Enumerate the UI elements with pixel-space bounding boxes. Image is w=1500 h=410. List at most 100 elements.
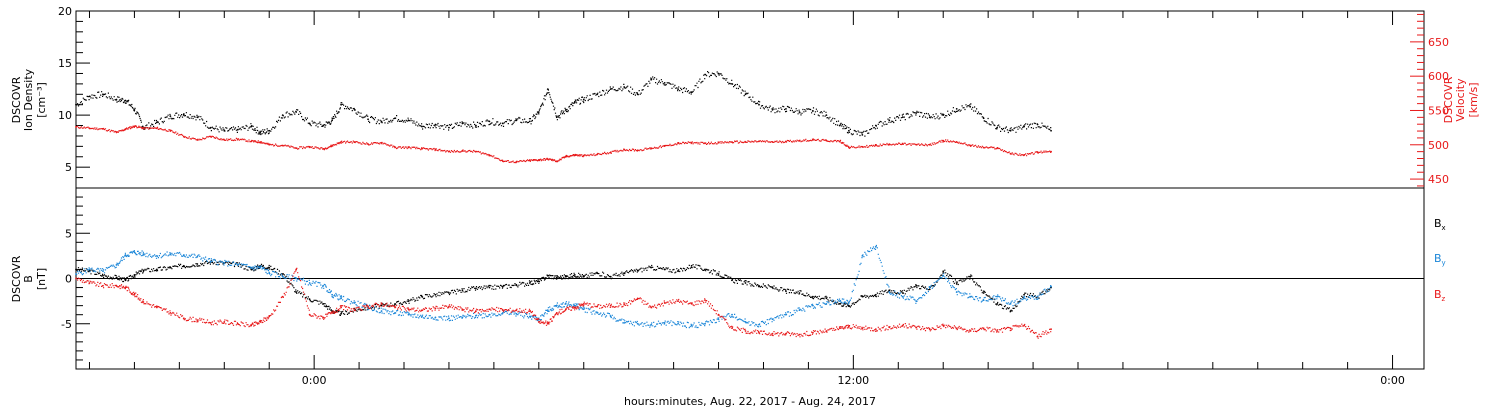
data-point	[825, 114, 827, 116]
bottom-left-tick-label: -5	[61, 318, 72, 331]
data-point	[1023, 298, 1025, 300]
x-tick-label: 0:00	[302, 374, 327, 387]
data-point	[839, 327, 841, 329]
data-point	[435, 124, 437, 126]
series-trace	[76, 246, 1051, 328]
data-point	[223, 321, 225, 323]
data-point	[196, 263, 198, 265]
data-point	[210, 260, 212, 262]
data-point	[223, 262, 225, 264]
top-right-label-line-3: [km/s]	[1467, 82, 1480, 117]
legend-bx: Bx	[1434, 217, 1446, 232]
data-point	[340, 104, 342, 106]
data-point	[1050, 328, 1052, 330]
series-trace	[76, 72, 1051, 137]
data-point	[812, 332, 814, 334]
top-left-tick-label: 5	[65, 161, 72, 174]
data-point	[812, 296, 814, 298]
x-axis: 0:00 12:00 0:00	[89, 11, 1404, 387]
data-point	[718, 318, 720, 320]
data-point	[610, 305, 612, 307]
data-point	[462, 289, 464, 291]
data-point	[888, 119, 890, 121]
data-point	[1050, 130, 1052, 132]
data-point	[623, 304, 625, 306]
bottom-left-tick-label: 5	[65, 227, 72, 240]
top-right-tick-label: 500	[1428, 139, 1449, 152]
data-point	[888, 291, 890, 293]
top-left-label-line-3: [cm⁻³]	[35, 82, 48, 118]
data-point	[169, 115, 171, 117]
data-point	[340, 298, 342, 300]
data-point	[745, 330, 747, 332]
data-point	[929, 288, 931, 290]
bottom-left-label-line-3: [nT]	[35, 268, 48, 290]
top-left-tick-label: 20	[58, 5, 72, 18]
data-point	[367, 118, 369, 120]
data-point	[1010, 130, 1012, 132]
data-point	[956, 283, 958, 285]
top-panel-frame	[76, 11, 1424, 188]
top-left-label-line-2: Ion Density	[22, 68, 35, 131]
data-point	[848, 130, 850, 132]
x-tick-label: 12:00	[837, 374, 869, 387]
bottom-panel-series	[75, 246, 1052, 339]
data-point	[942, 270, 944, 272]
top-left-tick-label: 10	[58, 109, 72, 122]
data-point	[731, 327, 733, 329]
data-point	[983, 292, 985, 294]
data-point	[996, 296, 998, 298]
data-point	[102, 270, 104, 272]
data-point	[196, 319, 198, 321]
legend-by: By	[1434, 252, 1446, 267]
top-right-tick-label: 650	[1428, 36, 1449, 49]
data-point	[475, 125, 477, 127]
data-point	[89, 269, 91, 271]
data-point	[237, 129, 239, 131]
data-point	[875, 328, 877, 330]
data-point	[408, 308, 410, 310]
data-point	[861, 134, 863, 136]
data-point	[996, 127, 998, 129]
data-point	[529, 120, 531, 122]
data-point	[421, 126, 423, 128]
top-left-tick-label: 15	[58, 57, 72, 70]
data-point	[969, 276, 971, 278]
data-point	[295, 291, 297, 293]
data-point	[583, 303, 585, 305]
data-point	[488, 120, 490, 122]
data-point	[875, 246, 877, 248]
data-point	[915, 112, 917, 114]
data-point	[875, 294, 877, 296]
data-point	[1037, 296, 1039, 298]
data-point	[785, 290, 787, 292]
data-point	[677, 88, 679, 90]
data-point	[1010, 327, 1012, 329]
legend: Bx By Bz	[1434, 217, 1446, 303]
data-point	[623, 322, 625, 324]
data-point	[772, 333, 774, 335]
top-left-axis: 5 10 15 20	[58, 5, 90, 178]
top-panel-series	[75, 72, 1052, 163]
series-trace	[76, 126, 1051, 163]
data-point	[408, 314, 410, 316]
data-point	[704, 323, 706, 325]
data-point	[408, 300, 410, 302]
data-point	[1023, 294, 1025, 296]
data-point	[812, 305, 814, 307]
data-point	[677, 323, 679, 325]
data-point	[340, 307, 342, 309]
data-point	[691, 265, 693, 267]
data-point	[435, 307, 437, 309]
data-point	[116, 264, 118, 266]
legend-bz: Bz	[1434, 288, 1446, 303]
data-point	[902, 116, 904, 118]
data-point	[785, 108, 787, 110]
data-point	[664, 82, 666, 84]
data-point	[704, 299, 706, 301]
data-point	[488, 287, 490, 289]
data-point	[956, 291, 958, 293]
bottom-left-tick-label: 0	[65, 273, 72, 286]
top-right-tick-label: 450	[1428, 173, 1449, 186]
